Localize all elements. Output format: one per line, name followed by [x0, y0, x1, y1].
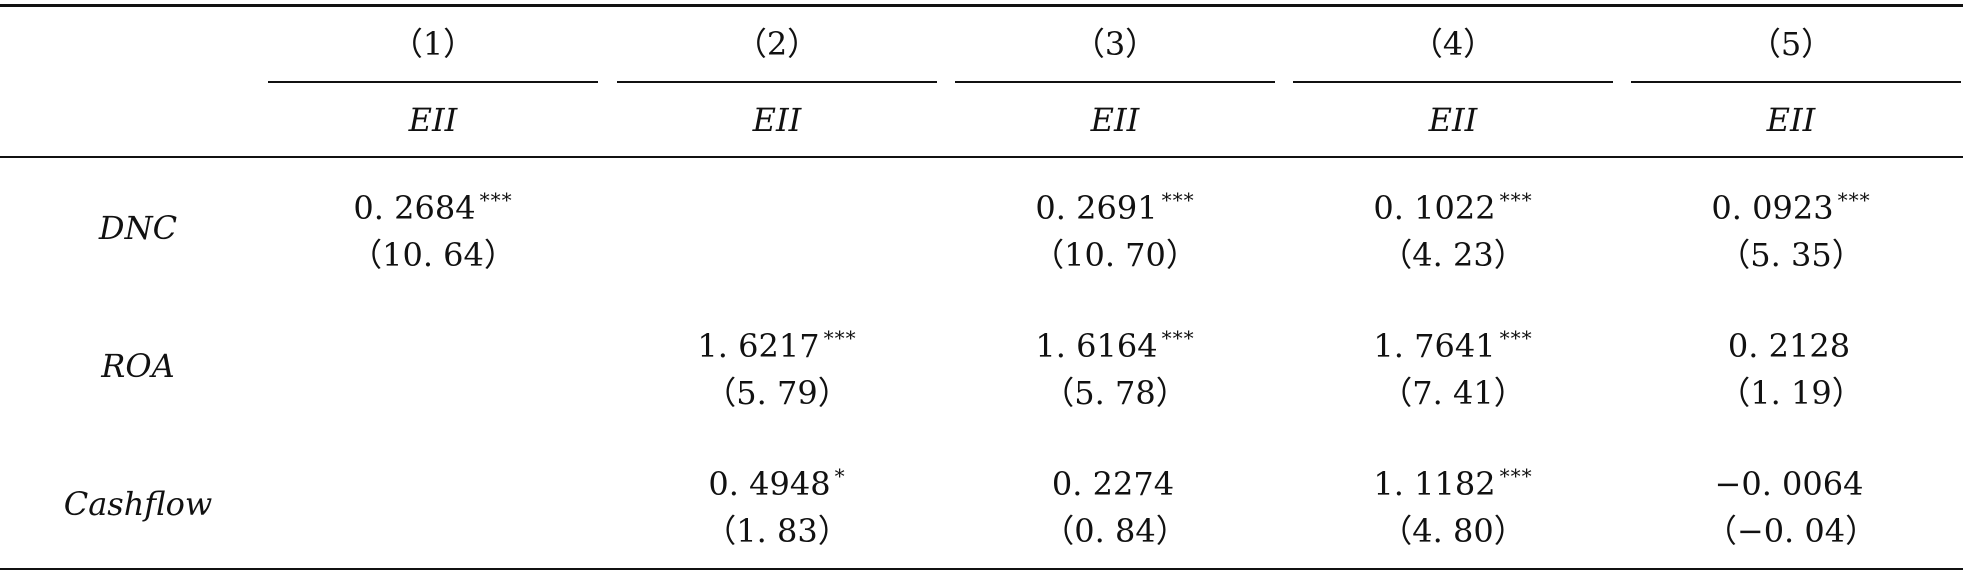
coefficient-value: 1. 1182	[1373, 465, 1496, 503]
t-statistic: （4. 80）	[1380, 512, 1526, 550]
column-number: （4）	[1410, 25, 1496, 63]
coefficient-value: 0. 2274	[1051, 465, 1175, 503]
coefficient-value: 1. 6164	[1035, 327, 1158, 365]
t-statistic: （1. 83）	[704, 512, 850, 550]
coefficient-value: 0. 2128	[1727, 327, 1851, 365]
column-number: （5）	[1748, 25, 1834, 63]
coefficient-value: 1. 7641	[1373, 327, 1496, 365]
table-bottom-rule	[0, 568, 1963, 570]
significance-stars: ***	[479, 188, 513, 212]
coefficient-cell: 1. 6164 ***	[1035, 318, 1194, 366]
column-dependent-variable: EII	[1428, 101, 1478, 139]
column-number: （3）	[1072, 25, 1158, 63]
column-2-sub-rule	[617, 81, 937, 83]
t-statistic: （5. 35）	[1718, 236, 1864, 274]
significance-stars: ***	[1499, 188, 1533, 212]
table-top-rule	[0, 4, 1963, 7]
coefficient-value: 1. 6217	[697, 327, 820, 365]
column-dependent-variable: EII	[1090, 101, 1140, 139]
t-statistic: （5. 79）	[704, 374, 850, 412]
t-statistic: （−0. 04）	[1704, 512, 1878, 550]
column-dependent-variable: EII	[752, 101, 802, 139]
coefficient-cell: −0. 0064	[1715, 456, 1868, 504]
coefficient-value: 0. 2691	[1035, 189, 1158, 227]
coefficient-cell: 0. 4948 *	[708, 456, 845, 504]
significance-stars: ***	[1837, 188, 1871, 212]
t-statistic: （5. 78）	[1042, 374, 1188, 412]
column-3-sub-rule	[955, 81, 1275, 83]
coefficient-cell: 1. 1182 ***	[1373, 456, 1532, 504]
column-number: （2）	[734, 25, 820, 63]
coefficient-cell: 0. 2684 ***	[353, 180, 512, 228]
t-statistic: （4. 23）	[1380, 236, 1526, 274]
coefficient-cell: 1. 6217 ***	[697, 318, 856, 366]
column-4-sub-rule	[1293, 81, 1613, 83]
coefficient-value: 0. 4948	[708, 465, 831, 503]
column-dependent-variable: EII	[408, 101, 458, 139]
significance-stars: ***	[1499, 464, 1533, 488]
table-header-rule	[0, 156, 1963, 158]
t-statistic: （0. 84）	[1042, 512, 1188, 550]
coefficient-value: 0. 2684	[353, 189, 476, 227]
t-statistic: （1. 19）	[1718, 374, 1864, 412]
significance-stars: ***	[823, 326, 857, 350]
significance-stars: *	[834, 464, 846, 488]
column-5-sub-rule	[1631, 81, 1961, 83]
coefficient-cell: 1. 7641 ***	[1373, 318, 1532, 366]
row-label-dnc: DNC	[98, 209, 178, 247]
t-statistic: （7. 41）	[1380, 374, 1526, 412]
coefficient-cell: 0. 2128	[1728, 318, 1854, 366]
column-1-sub-rule	[268, 81, 598, 83]
coefficient-cell: 0. 2691 ***	[1035, 180, 1194, 228]
significance-stars: ***	[1161, 188, 1195, 212]
t-statistic: （10. 70）	[1032, 236, 1198, 274]
coefficient-cell: 0. 1022 ***	[1373, 180, 1532, 228]
coefficient-cell: 0. 0923 ***	[1711, 180, 1870, 228]
row-label-roa: ROA	[101, 347, 175, 385]
row-label-cashflow: Cashflow	[63, 485, 213, 523]
column-number: （1）	[390, 25, 476, 63]
t-statistic: （10. 64）	[350, 236, 516, 274]
coefficient-value: −0. 0064	[1714, 465, 1864, 503]
significance-stars: ***	[1161, 326, 1195, 350]
coefficient-value: 0. 1022	[1373, 189, 1496, 227]
significance-stars: ***	[1499, 326, 1533, 350]
coefficient-cell: 0. 2274	[1052, 456, 1178, 504]
coefficient-value: 0. 0923	[1711, 189, 1834, 227]
column-dependent-variable: EII	[1766, 101, 1816, 139]
